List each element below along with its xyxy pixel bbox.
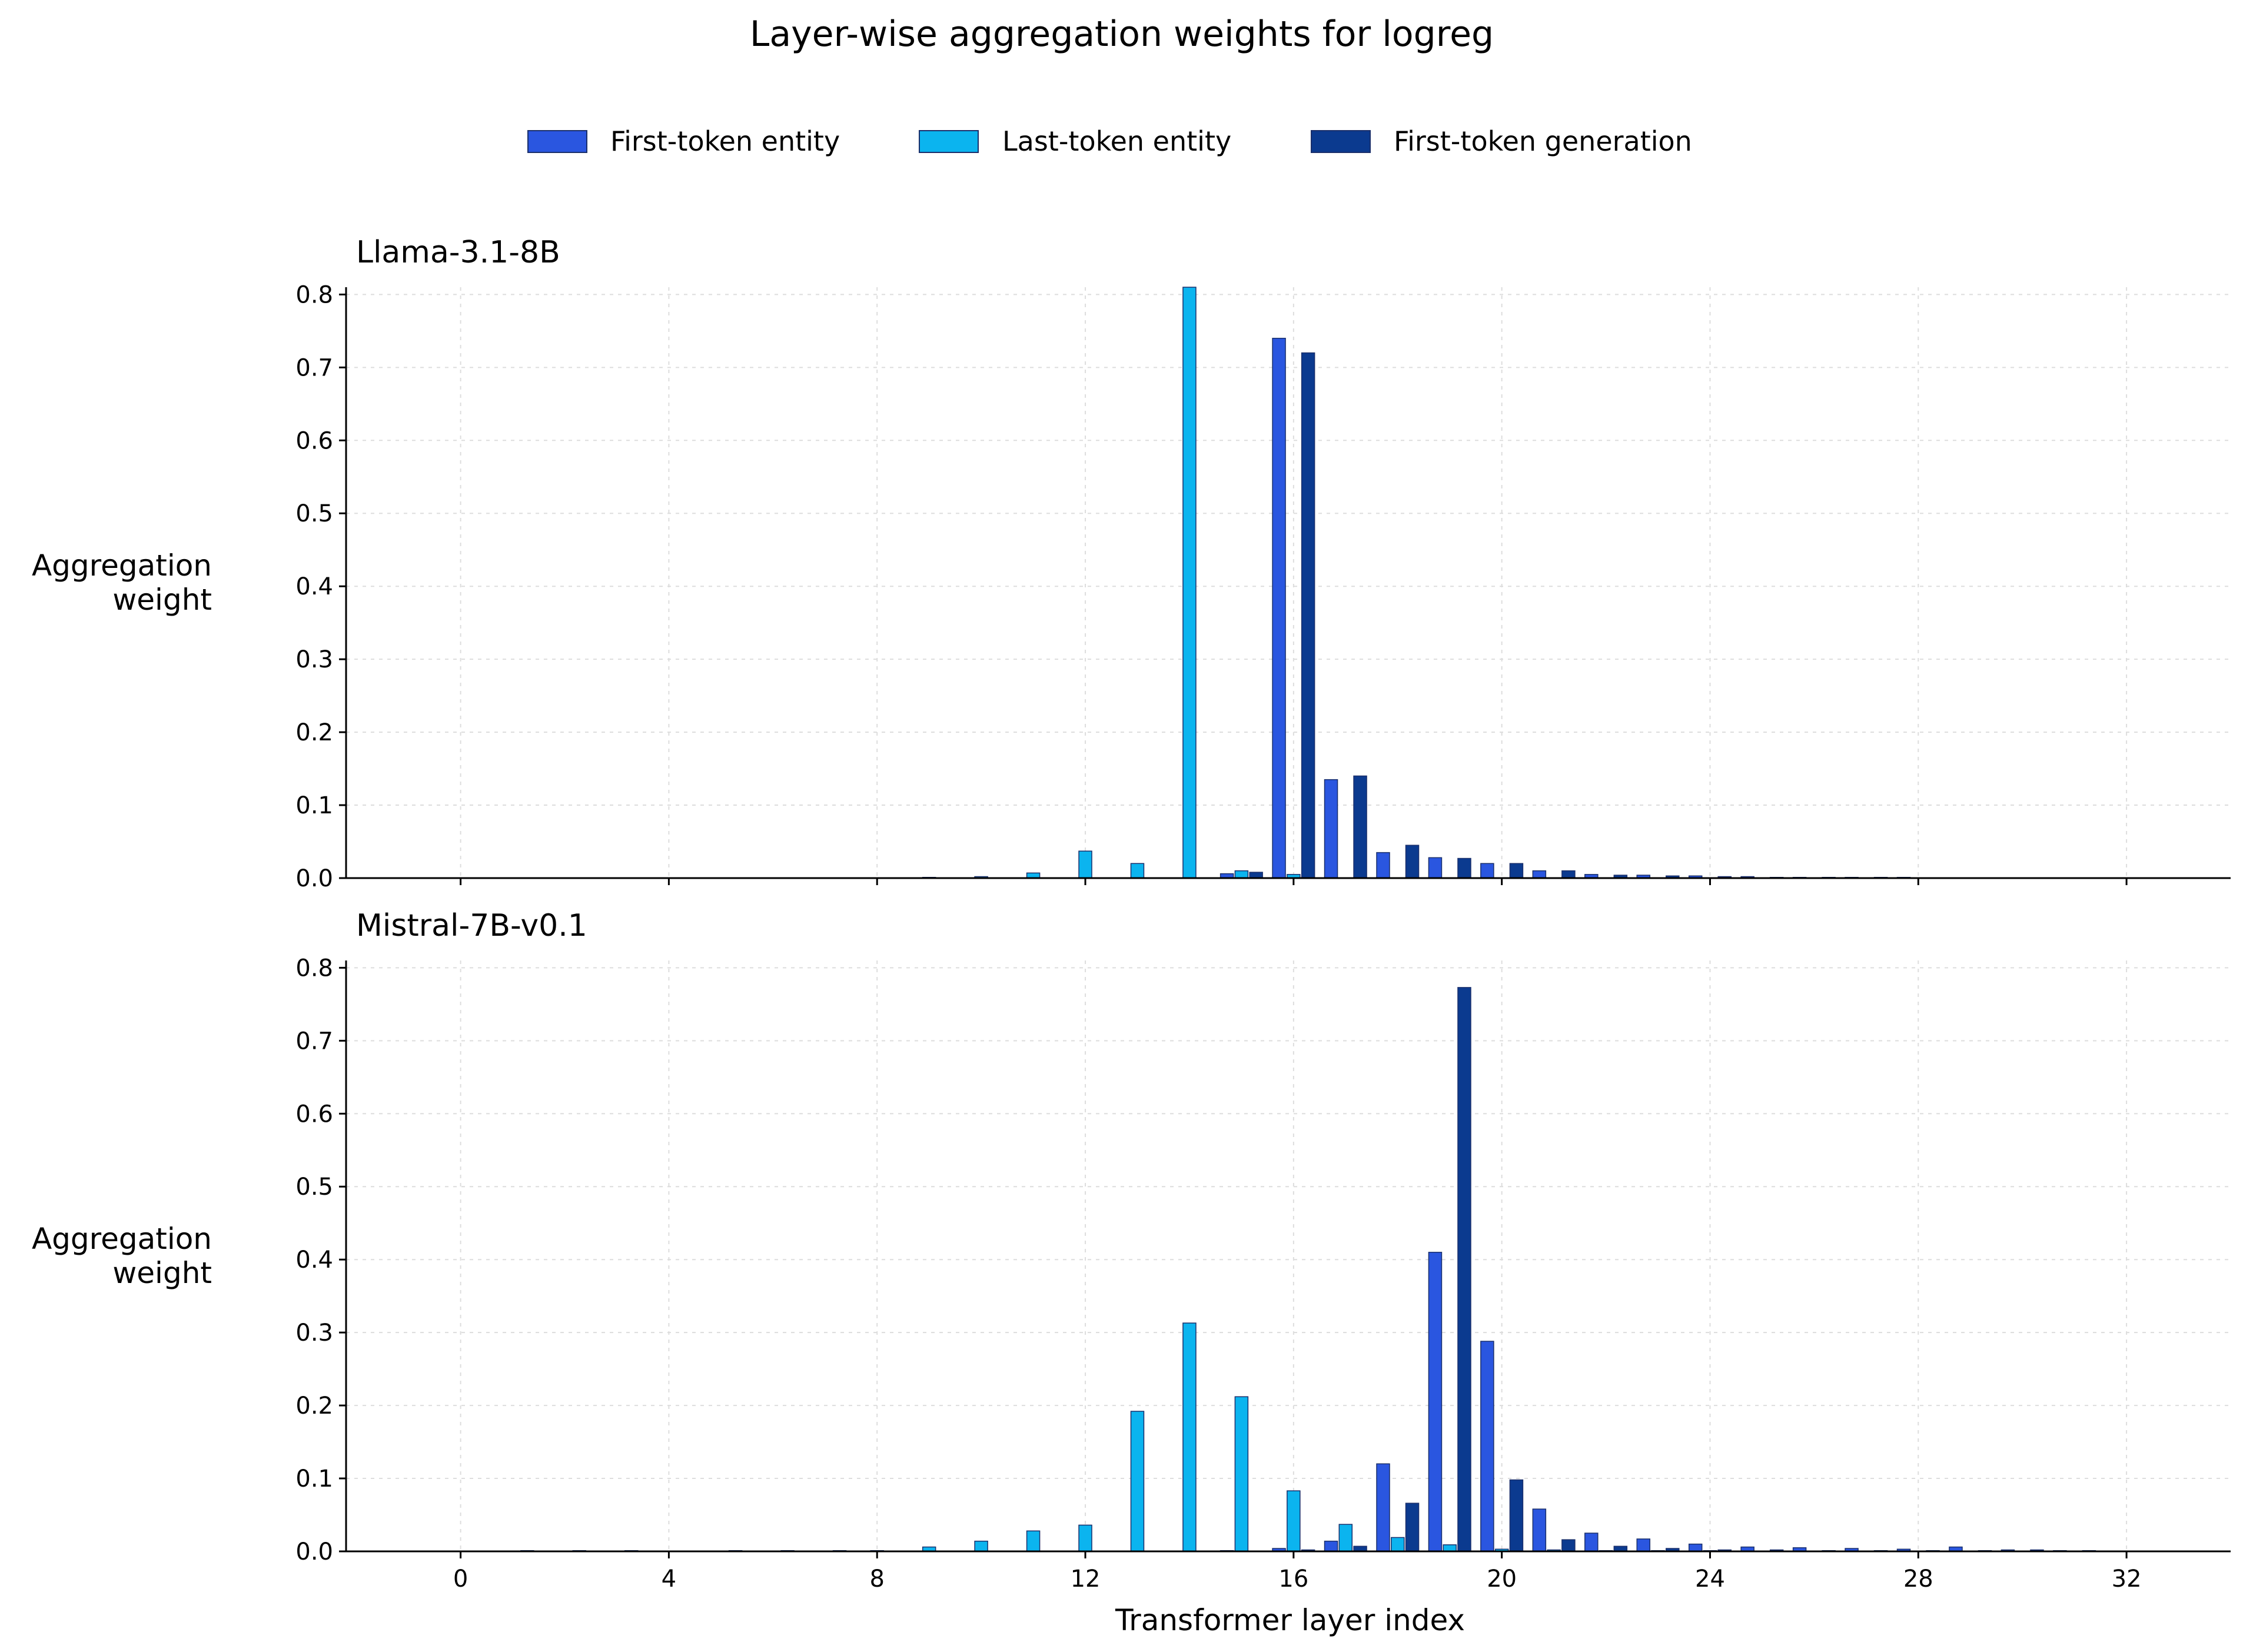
bar-last-token-entity-llama	[1182, 287, 1197, 879]
x-tick-label: 16	[1278, 1565, 1308, 1593]
axes-llama	[345, 287, 2231, 879]
bar-first-token-entity-mistral	[1688, 1543, 1703, 1552]
bar-last-token-entity-llama	[1130, 863, 1145, 879]
y-tick-label: 0.8	[295, 955, 333, 982]
y-tick-label: 0.3	[295, 646, 333, 673]
bar-first-token-generation-llama	[1405, 845, 1420, 879]
bar-last-token-entity-mistral	[1130, 1411, 1145, 1552]
x-ticks-mistral: 0 4 8 12 16 20 24 28 32	[453, 1551, 2142, 1593]
bar-first-token-generation-mistral	[1405, 1503, 1420, 1552]
x-tick-label: 20	[1487, 1565, 1517, 1593]
legend-item-first-token-generation: First-token generation	[1311, 125, 1692, 157]
bar-last-token-entity-mistral	[1182, 1322, 1197, 1552]
x-tick-label: 0	[453, 1565, 468, 1593]
legend-item-last-token-entity: Last-token entity	[919, 125, 1231, 157]
bar-first-token-entity-mistral	[1532, 1508, 1547, 1552]
y-tick-label: 0.0	[295, 865, 333, 892]
bar-last-token-entity-mistral	[1443, 1544, 1457, 1552]
y-tick-label: 0.0	[295, 1538, 333, 1565]
x-tick-label: 24	[1695, 1565, 1725, 1593]
bar-last-token-entity-mistral	[1078, 1524, 1092, 1552]
grid-mistral	[346, 960, 2231, 1552]
bar-last-token-entity-mistral	[1026, 1530, 1041, 1552]
x-tick-label: 12	[1071, 1565, 1101, 1593]
axes-mistral	[345, 960, 2231, 1553]
bar-first-token-generation-mistral	[1457, 987, 1471, 1552]
x-tick-label: 32	[2112, 1565, 2142, 1593]
panel-mistral: Mistral-7B-v0.1 Aggregation weight 0.0 0.1…	[32, 908, 2231, 1593]
legend-swatch-first-token-entity	[527, 130, 587, 153]
bar-last-token-entity-mistral	[1391, 1537, 1405, 1552]
legend-label-last-token-entity: Last-token entity	[1002, 125, 1231, 157]
bar-first-token-generation-llama	[1353, 775, 1367, 879]
x-axis-label: Transformer layer index	[1115, 1603, 1465, 1637]
y-axis-label-mistral: Aggregation weight	[32, 1222, 212, 1290]
bar-first-token-entity-mistral	[1480, 1341, 1494, 1552]
bar-first-token-generation-llama	[1301, 352, 1315, 879]
y-tick-label: 0.4	[295, 573, 333, 600]
bar-last-token-entity-mistral	[974, 1540, 988, 1552]
bar-first-token-entity-llama	[1480, 863, 1494, 879]
bar-first-token-entity-mistral	[1324, 1540, 1338, 1552]
y-tick-label: 0.6	[295, 427, 333, 454]
y-tick-label: 0.2	[295, 1392, 333, 1420]
y-tick-label: 0.1	[295, 1465, 333, 1493]
bar-first-token-generation-mistral	[1509, 1479, 1524, 1552]
bar-first-token-entity-mistral	[1376, 1463, 1390, 1552]
legend-item-first-token-entity: First-token entity	[527, 125, 840, 157]
y-ticks-llama: 0.0 0.1 0.2 0.3 0.4 0.5 0.6 0.7 0.8	[295, 281, 346, 892]
bar-last-token-entity-mistral	[1338, 1524, 1353, 1552]
legend-label-first-token-entity: First-token entity	[610, 125, 840, 157]
x-tick-label: 28	[1903, 1565, 1933, 1593]
legend: First-token entity Last-token entity Fir…	[527, 125, 1692, 157]
bar-first-token-entity-mistral	[1636, 1538, 1650, 1552]
bar-first-token-entity-llama	[1376, 852, 1390, 879]
figure-title: Layer-wise aggregation weights for logre…	[750, 14, 1494, 55]
bar-last-token-entity-mistral	[1287, 1490, 1301, 1552]
x-ticks-llama	[460, 878, 2128, 885]
grid-llama	[346, 287, 2231, 879]
bar-first-token-entity-llama	[1272, 338, 1286, 879]
bar-first-token-generation-llama	[1561, 870, 1576, 879]
bar-last-token-entity-mistral	[1234, 1396, 1249, 1552]
y-tick-label: 0.5	[295, 500, 333, 527]
panel-title-llama: Llama-3.1-8B	[356, 235, 560, 270]
x-tick-label: 4	[662, 1565, 676, 1593]
bar-first-token-entity-mistral	[1584, 1533, 1599, 1552]
y-tick-label: 0.4	[295, 1247, 333, 1274]
y-tick-label: 0.7	[295, 1028, 333, 1055]
bar-first-token-generation-llama	[1509, 863, 1524, 879]
y-tick-label: 0.3	[295, 1319, 333, 1347]
y-axis-label-llama: Aggregation weight	[32, 549, 212, 617]
y-tick-label: 0.6	[295, 1101, 333, 1128]
bar-first-token-entity-mistral	[1428, 1252, 1443, 1552]
bar-first-token-generation-mistral	[1561, 1539, 1576, 1552]
legend-swatch-last-token-entity	[919, 130, 979, 153]
y-tick-label: 0.8	[295, 281, 333, 308]
y-tick-label: 0.2	[295, 719, 333, 746]
y-tick-label: 0.1	[295, 792, 333, 819]
bar-first-token-generation-llama	[1457, 857, 1471, 879]
bar-first-token-entity-llama	[1324, 779, 1338, 879]
y-tick-label: 0.5	[295, 1174, 333, 1201]
bar-first-token-entity-llama	[1532, 870, 1547, 879]
bars-llama	[922, 287, 1911, 879]
y-tick-label: 0.7	[295, 354, 333, 381]
bar-last-token-entity-llama	[1078, 850, 1092, 879]
panel-llama: Llama-3.1-8B Aggregation weight 0.0 0.1 0.2…	[32, 235, 2231, 892]
legend-swatch-first-token-generation	[1311, 130, 1371, 153]
bar-first-token-entity-llama	[1428, 857, 1443, 879]
bars-mistral	[520, 987, 2096, 1552]
bar-last-token-entity-llama	[1234, 870, 1249, 879]
x-tick-label: 8	[869, 1565, 884, 1593]
panel-title-mistral: Mistral-7B-v0.1	[356, 908, 587, 943]
y-ticks-mistral: 0.0 0.1 0.2 0.3 0.4 0.5 0.6 0.7 0.8	[295, 955, 346, 1565]
legend-label-first-token-generation: First-token generation	[1394, 125, 1692, 157]
